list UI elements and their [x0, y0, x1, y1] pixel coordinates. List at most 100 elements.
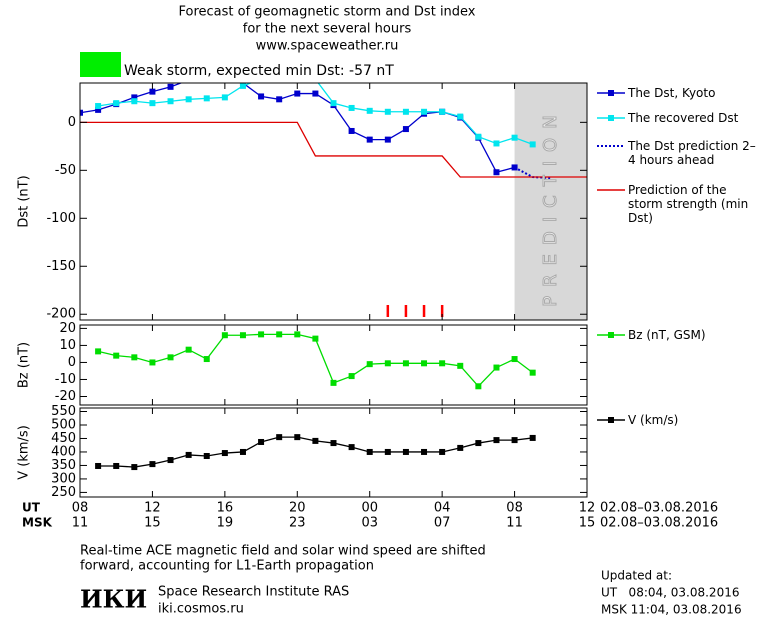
series-marker — [402, 448, 409, 455]
series-marker — [384, 136, 391, 143]
series-marker — [511, 437, 518, 444]
series-marker — [348, 104, 355, 111]
x2-tick-label: 07 — [434, 516, 451, 531]
y-tick-label: 400 — [51, 444, 76, 459]
series-marker — [421, 108, 428, 115]
series-marker — [366, 107, 373, 114]
x-tick-label: 04 — [434, 501, 451, 516]
note-line: forward, accounting for L1-Earth propaga… — [80, 559, 374, 574]
series-marker — [439, 448, 446, 455]
series-marker — [366, 361, 373, 368]
series-marker — [131, 98, 138, 105]
legend-entry: The recovered Dst — [628, 111, 739, 125]
series-marker — [493, 364, 500, 371]
legend-entry: Prediction of the storm strength (min Ds… — [628, 183, 749, 225]
updated-line: UT 08:04, 03.08.2016 — [601, 586, 739, 600]
y-tick-label: 350 — [51, 458, 76, 473]
series-marker — [366, 448, 373, 455]
series-line — [97, 333, 534, 388]
x-tick-label: 08 — [506, 501, 523, 516]
series-marker — [312, 437, 319, 444]
series-marker — [348, 444, 355, 451]
series-marker — [384, 108, 391, 115]
series-marker — [475, 133, 482, 140]
legend-entry: The Dst prediction 2–4 hours ahead — [628, 139, 756, 167]
series-marker — [384, 448, 391, 455]
series-marker — [185, 346, 192, 353]
series-marker — [493, 140, 500, 147]
series-marker — [439, 360, 446, 367]
series-marker — [113, 352, 120, 359]
series-marker — [402, 360, 409, 367]
title-line: www.spaceweather.ru — [256, 39, 399, 54]
logo: ИКИ — [80, 585, 147, 614]
series-marker — [80, 109, 83, 116]
series-marker — [330, 440, 337, 447]
series-marker — [167, 83, 174, 90]
series-marker — [203, 453, 210, 460]
y-tick-label: 10 — [59, 338, 76, 353]
panel-frame — [79, 324, 588, 406]
x2-tick-label: 15 — [144, 516, 161, 531]
series-marker — [203, 356, 210, 363]
legend-marker — [608, 332, 614, 338]
series-marker — [239, 448, 246, 455]
series-marker — [511, 134, 518, 141]
series-marker — [348, 373, 355, 380]
legend-entry: The Dst, Kyoto — [628, 86, 716, 100]
series-marker — [421, 448, 428, 455]
note-line: Real-time ACE magnetic field and solar w… — [80, 544, 486, 559]
series-marker — [348, 127, 355, 134]
series-line — [98, 83, 533, 146]
x2-tick-label: 11 — [72, 516, 89, 531]
panel-frame — [79, 82, 588, 321]
series-marker — [167, 457, 174, 464]
series-marker — [457, 444, 464, 451]
storm-box — [80, 52, 121, 77]
x2-tick-label: 11 — [506, 516, 523, 531]
series-marker — [330, 100, 337, 107]
series-marker — [330, 379, 337, 386]
x-tick-label: 00 — [361, 501, 378, 516]
y-tick-label: 300 — [51, 471, 76, 486]
x-axis-label: UT — [22, 501, 41, 515]
series-marker — [312, 90, 319, 97]
y-tick-label: -150 — [46, 259, 76, 274]
series-marker — [402, 126, 409, 133]
institute: Space Research Institute RAS — [158, 585, 349, 600]
series-marker — [95, 462, 102, 469]
x-tick-label: 08 — [72, 501, 89, 516]
series-marker — [294, 331, 301, 338]
series-marker — [258, 438, 265, 445]
legend-entry: Bz (nT, GSM) — [628, 328, 706, 342]
series-marker — [529, 369, 536, 376]
series-marker — [276, 434, 283, 441]
y-tick-label: 550 — [51, 404, 76, 419]
x2-tick-label: 19 — [217, 516, 234, 531]
series-marker — [402, 108, 409, 115]
title-line: Forecast of geomagnetic storm and Dst in… — [178, 5, 475, 20]
x-tick-label: 12 — [144, 501, 161, 516]
y-tick-label: -50 — [55, 163, 76, 178]
updated-line: MSK 11:04, 03.08.2016 — [601, 603, 742, 617]
series-marker — [149, 88, 156, 95]
series-marker — [312, 335, 319, 342]
x-tick-label: 20 — [289, 501, 306, 516]
y-tick-label: 250 — [51, 485, 76, 500]
plot-area — [80, 83, 587, 320]
x2-tick-label: 03 — [361, 516, 378, 531]
y-tick-label: -200 — [46, 307, 76, 322]
series-marker — [294, 90, 301, 97]
series-marker — [294, 434, 301, 441]
series-marker — [421, 360, 428, 367]
series-marker — [113, 100, 120, 107]
y-tick-label: 0 — [68, 115, 76, 130]
plot-area — [95, 434, 536, 471]
y-axis-label: Bz (nT) — [17, 342, 32, 388]
x2-range-label: 02.08–03.08.2016 — [600, 516, 718, 531]
series-marker — [366, 136, 373, 143]
x-range-label: 02.08–03.08.2016 — [600, 501, 718, 516]
prediction-label: PREDICTION — [540, 106, 561, 306]
legend-marker — [608, 90, 614, 96]
